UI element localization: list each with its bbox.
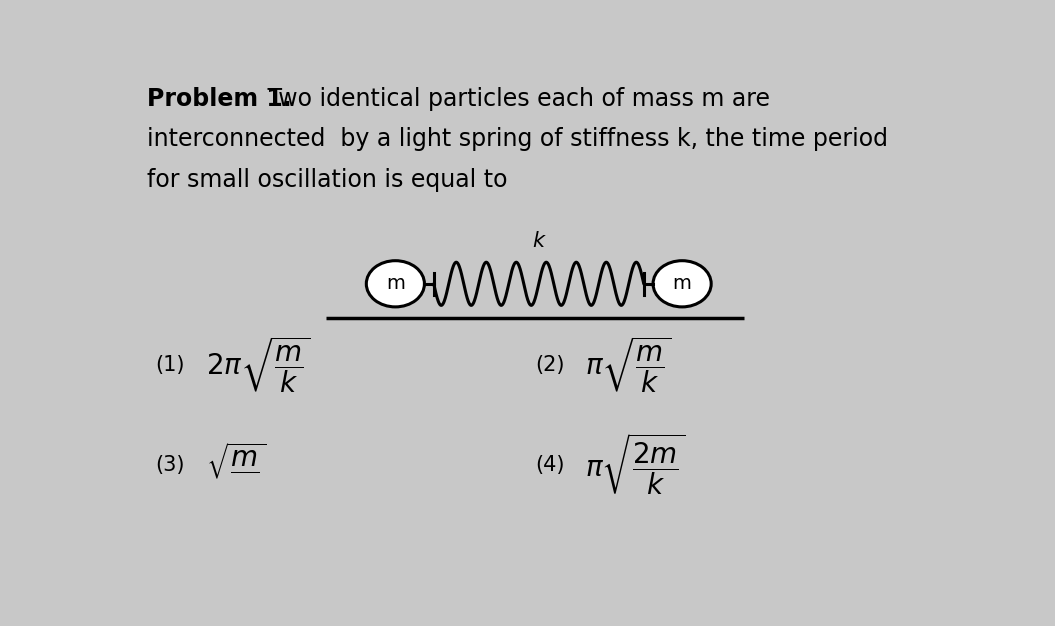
- Text: (3): (3): [155, 454, 185, 475]
- Text: (1): (1): [155, 355, 185, 374]
- Text: $\pi\sqrt{\dfrac{m}{k}}$: $\pi\sqrt{\dfrac{m}{k}}$: [586, 334, 672, 395]
- Text: Two identical particles each of mass m are: Two identical particles each of mass m a…: [260, 88, 770, 111]
- Text: k: k: [533, 230, 544, 250]
- Text: $\sqrt{\dfrac{m}{\,}}$: $\sqrt{\dfrac{m}{\,}}$: [206, 444, 266, 485]
- Text: Problem 1.: Problem 1.: [148, 88, 292, 111]
- Text: for small oscillation is equal to: for small oscillation is equal to: [148, 168, 507, 192]
- Text: (2): (2): [535, 355, 564, 374]
- Text: $\pi\sqrt{\dfrac{2m}{k}}$: $\pi\sqrt{\dfrac{2m}{k}}$: [586, 432, 686, 497]
- Text: $2\pi\sqrt{\dfrac{m}{k}}$: $2\pi\sqrt{\dfrac{m}{k}}$: [206, 334, 310, 395]
- Ellipse shape: [653, 260, 711, 307]
- Text: m: m: [673, 274, 692, 294]
- Text: interconnected  by a light spring of stiffness k, the time period: interconnected by a light spring of stif…: [148, 128, 888, 151]
- Ellipse shape: [366, 260, 424, 307]
- Text: m: m: [386, 274, 405, 294]
- Text: (4): (4): [535, 454, 564, 475]
